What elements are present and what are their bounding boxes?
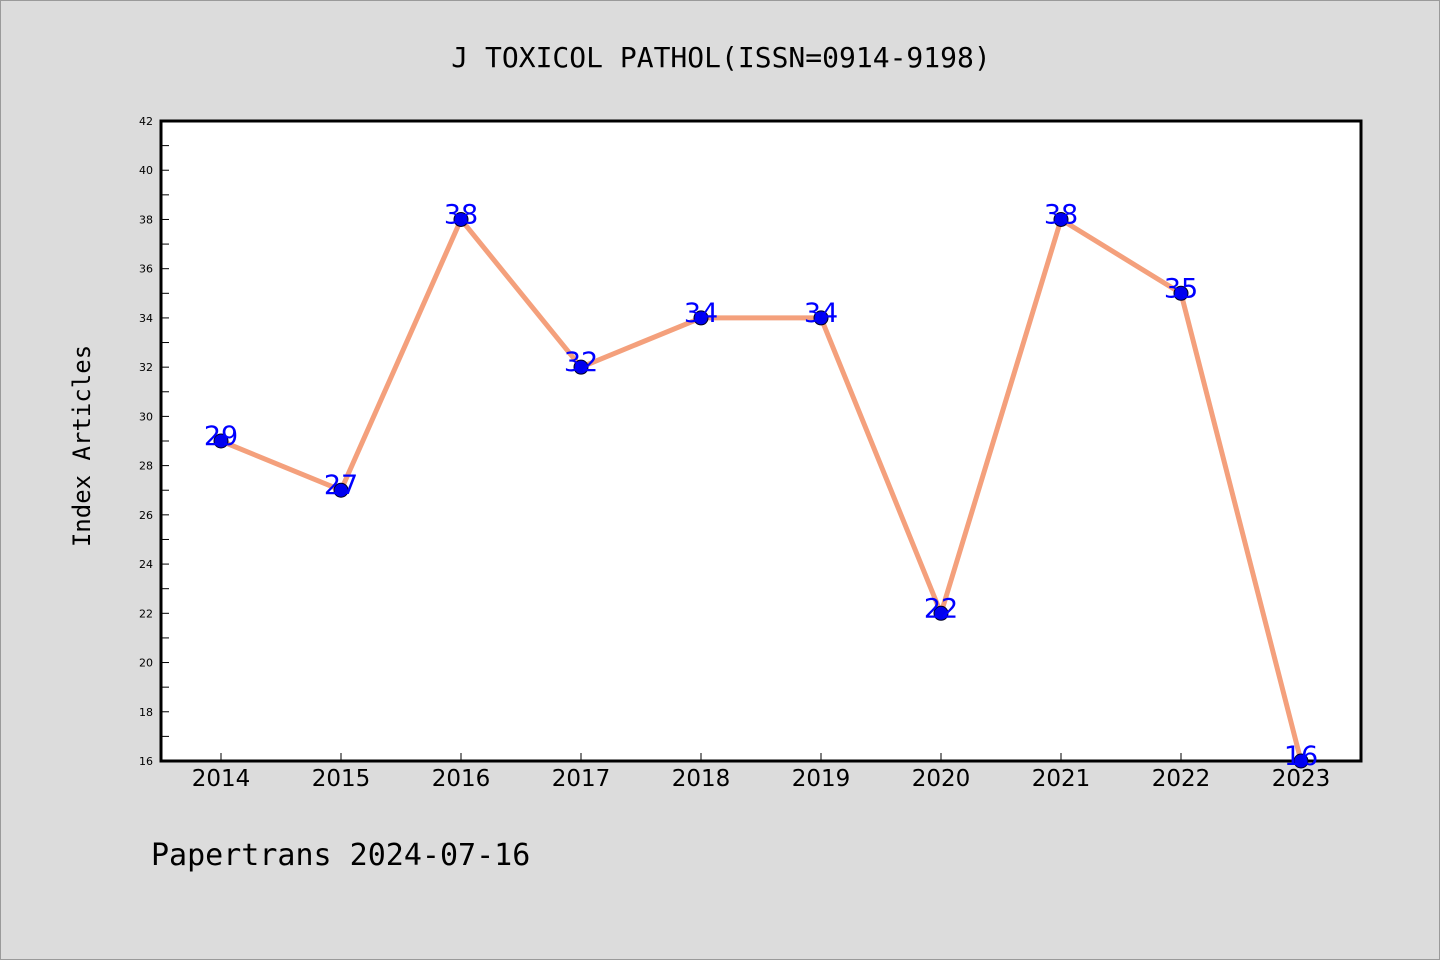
data-label: 38 — [444, 199, 478, 230]
series-line-group — [218, 216, 1304, 764]
data-point — [1293, 753, 1309, 769]
chart-footer: Papertrans 2024-07-16 — [151, 838, 530, 873]
y-tick-label: 24 — [139, 558, 153, 571]
y-tick-label: 36 — [139, 263, 153, 276]
data-label: 27 — [324, 470, 358, 501]
x-tick-label: 2014 — [192, 766, 251, 792]
y-tick-label: 40 — [139, 164, 153, 177]
y-tick-label: 42 — [139, 115, 153, 128]
x-tick-label: 2023 — [1272, 766, 1331, 792]
x-tick-label: 2022 — [1152, 766, 1211, 792]
y-axis: 16 18 20 22 24 26 28 30 32 34 36 38 40 42 — [139, 115, 169, 768]
data-point — [813, 310, 829, 326]
y-tick-label: 26 — [139, 509, 153, 522]
data-label: 32 — [564, 347, 598, 378]
data-point — [1053, 211, 1069, 227]
x-tick-label: 2016 — [432, 766, 491, 792]
data-markers — [213, 211, 1309, 769]
x-tick-label: 2020 — [912, 766, 971, 792]
y-tick-label: 34 — [139, 312, 153, 325]
data-labels: 29 27 38 32 34 34 22 38 35 16 — [204, 199, 1318, 772]
data-point — [453, 211, 469, 227]
y-tick-label: 16 — [139, 755, 153, 768]
y-tick-label: 38 — [139, 213, 153, 226]
data-label: 16 — [1284, 741, 1318, 772]
data-label: 34 — [684, 298, 718, 329]
data-label: 22 — [924, 593, 958, 624]
y-tick-label: 20 — [139, 657, 153, 670]
data-label: 38 — [1044, 199, 1078, 230]
data-point — [933, 605, 949, 621]
plot-area — [159, 119, 1363, 763]
data-label: 35 — [1164, 273, 1198, 304]
y-tick-label: 32 — [139, 361, 153, 374]
y-tick-label: 30 — [139, 410, 153, 423]
x-axis: 2014 2015 2016 2017 2018 2019 2020 2021 2022 2023 — [192, 753, 1331, 792]
data-point — [693, 310, 709, 326]
x-tick-label: 2018 — [672, 766, 731, 792]
x-tick-label: 2015 — [312, 766, 371, 792]
y-tick-label: 22 — [139, 607, 153, 620]
x-tick-label: 2019 — [792, 766, 851, 792]
y-axis-label: Index Articles — [68, 345, 96, 547]
series-line — [218, 216, 1304, 764]
x-tick-label: 2021 — [1032, 766, 1091, 792]
data-label: 34 — [804, 298, 838, 329]
data-point — [213, 433, 229, 449]
data-point — [333, 482, 349, 498]
chart-title: J TOXICOL PATHOL(ISSN=0914-9198) — [451, 41, 990, 74]
data-point — [573, 359, 589, 375]
data-label: 29 — [204, 421, 238, 452]
y-tick-label: 28 — [139, 460, 153, 473]
y-tick-label: 18 — [139, 706, 153, 719]
data-point — [1173, 285, 1189, 301]
x-tick-label: 2017 — [552, 766, 611, 792]
